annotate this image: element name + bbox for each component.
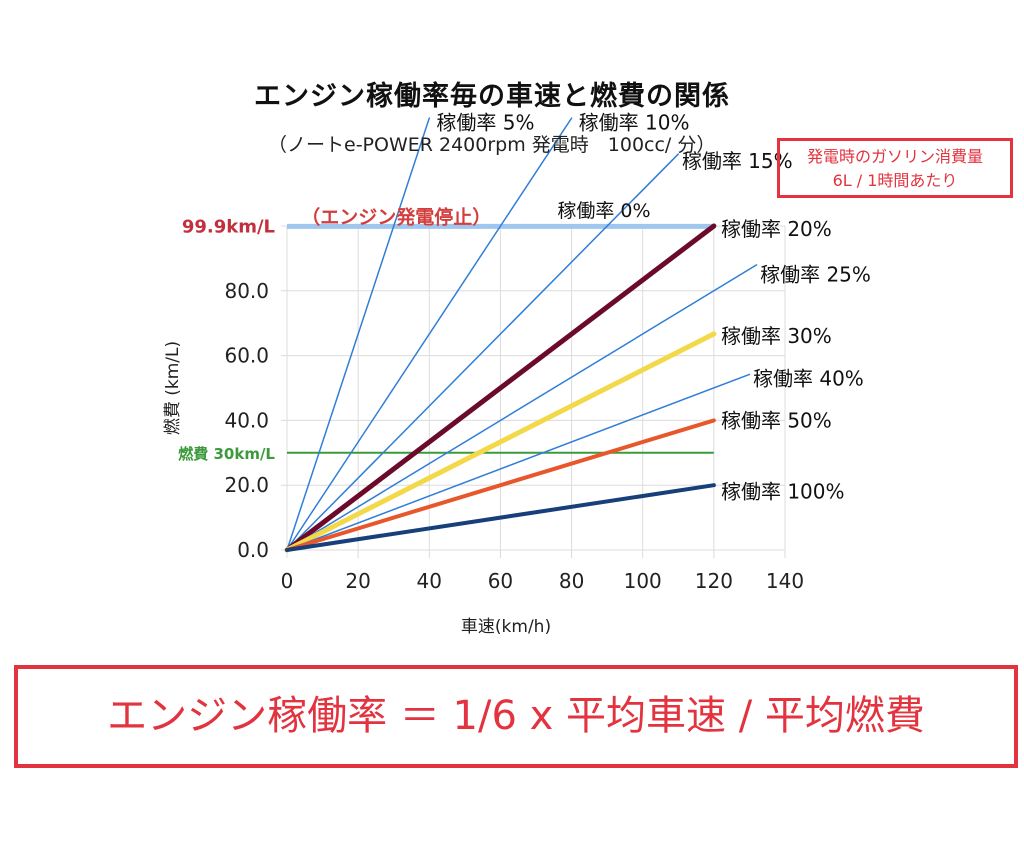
- series-label: 稼働率 25%: [760, 263, 871, 287]
- x-tick-label: 140: [766, 569, 804, 593]
- series: [284, 117, 758, 553]
- series-line: [285, 483, 716, 552]
- zero-rate-annotation: 稼働率 0%: [557, 200, 650, 222]
- axes: 0 20 40 60 80 100 120 140 0.0 20.0 40.0 60.0 80.0 車速(…: [163, 279, 804, 637]
- labels: 99.9km/L 燃費 30km/L 稼働率 5% 稼働率 10% 稼働率 15% 稼働率…: [178, 110, 871, 503]
- chart-subtitle: （ノートe-POWER 2400rpm 発電時 100cc/ 分）: [268, 134, 716, 156]
- series-label: 稼働率 5%: [436, 110, 534, 134]
- x-axis-label: 車速(km/h): [461, 617, 551, 637]
- series-line: [286, 117, 573, 551]
- y-axis-label: 燃費 (km/L): [163, 341, 183, 435]
- y-tick-label: 20.0: [224, 473, 269, 497]
- series-label: 稼働率 30%: [721, 324, 832, 348]
- note-box: 発電時のガソリン消費量 6L / 1時間あたり: [777, 138, 1013, 198]
- series-line: [286, 117, 431, 551]
- x-tick-label: 120: [695, 569, 733, 593]
- series-label: 稼働率 10%: [579, 110, 690, 134]
- engine-stop-annotation: （エンジン発電停止）: [301, 205, 491, 228]
- series-line: [284, 331, 717, 553]
- formula-box: エンジン稼働率 ＝ 1/6 x 平均車速 / 平均燃費: [14, 665, 1018, 768]
- x-tick-label: 80: [559, 569, 584, 593]
- series-label: 稼働率 50%: [721, 408, 832, 432]
- note-line-2: 6L / 1時間あたり: [832, 171, 958, 190]
- y-tick-label: 80.0: [224, 279, 269, 303]
- fuel-30-label: 燃費 30km/L: [178, 445, 275, 463]
- series-line: [285, 418, 716, 552]
- series-line: [286, 153, 680, 551]
- note-line-1: 発電時のガソリン消費量: [806, 147, 983, 166]
- series-line: [284, 223, 717, 553]
- x-tick-label: 20: [345, 569, 370, 593]
- x-tick-label: 40: [417, 569, 442, 593]
- series-label: 稼働率 15%: [682, 149, 793, 173]
- y-tick-label: 60.0: [224, 344, 269, 368]
- y-tick-label: 40.0: [224, 408, 269, 432]
- chart-title: エンジン稼働率毎の車速と燃費の関係: [254, 81, 730, 112]
- series-label: 稼働率 20%: [721, 217, 832, 241]
- y-tick-label: 0.0: [237, 538, 269, 562]
- series-label: 稼働率 100%: [721, 480, 845, 504]
- series-label: 稼働率 40%: [753, 366, 864, 390]
- x-tick-label: 100: [624, 569, 662, 593]
- x-tick-label: 60: [488, 569, 513, 593]
- max-efficiency-label: 99.9km/L: [182, 216, 275, 237]
- series-line: [286, 264, 758, 551]
- x-tick-label: 0: [281, 569, 294, 593]
- series-line: [286, 373, 751, 551]
